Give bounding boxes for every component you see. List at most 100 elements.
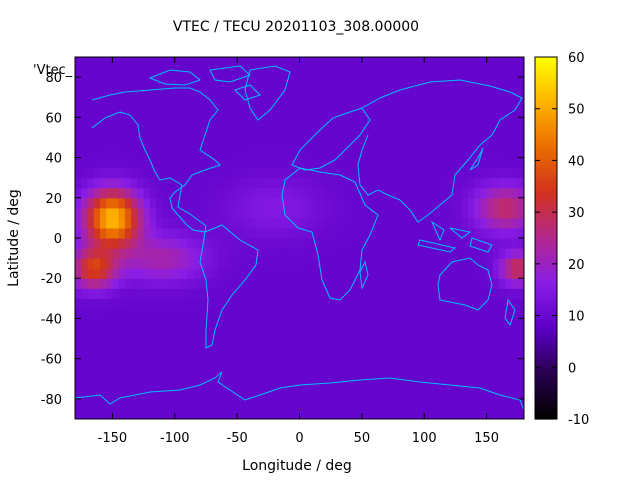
colorbar-swatch [535,382,557,386]
heatmap-cell [118,217,126,229]
heatmap-cell [131,197,138,209]
heatmap-cell [480,308,488,320]
colorbar-swatch [535,155,557,159]
colorbar-swatch [535,328,557,332]
heatmap-cell [449,127,457,139]
heatmap-cell [149,238,157,249]
colorbar-swatch [535,64,557,68]
heatmap-cell [262,87,269,98]
heatmap-cell [411,288,419,299]
heatmap-cell [280,348,288,360]
heatmap-cell [193,197,201,209]
heatmap-cell [436,57,444,68]
heatmap-cell [393,408,400,419]
heatmap-cell [143,217,151,229]
heatmap-cell [112,358,120,370]
heatmap-cell [299,127,307,139]
heatmap-cell [467,368,475,380]
colorbar-swatch [535,369,557,374]
heatmap-cell [131,187,138,199]
heatmap-cell [486,87,494,98]
heatmap-cell [137,378,145,390]
heatmap-cell [417,328,425,340]
heatmap-cell [81,328,89,340]
heatmap-cell [480,187,488,199]
heatmap-cell [168,107,176,118]
heatmap-cell [131,97,138,108]
heatmap-cell [162,137,170,149]
heatmap-cell [268,107,276,118]
heatmap-cell [343,378,350,390]
heatmap-cell [318,147,326,159]
heatmap-cell [249,368,257,380]
colorbar-tick-label: -10 [568,413,589,428]
heatmap-cell [492,408,500,419]
heatmap-cell [249,117,257,128]
heatmap-cell [262,197,269,209]
heatmap-cell [355,298,363,309]
heatmap-cell [118,248,126,259]
heatmap-cell [374,278,382,289]
colorbar-swatch [535,196,557,200]
heatmap-cell [124,288,132,299]
heatmap-cell [199,187,207,199]
heatmap-cell [243,57,251,68]
heatmap-cell [449,348,457,360]
heatmap-cell [106,207,114,219]
heatmap-cell [143,338,151,350]
heatmap-cell [299,217,307,229]
heatmap-cell [93,137,101,149]
heatmap-cell [299,328,307,340]
heatmap-cell [324,207,332,219]
heatmap-cell [505,217,513,229]
heatmap-cell [324,147,332,159]
heatmap-cell [424,258,432,269]
heatmap-cell [205,398,213,410]
heatmap-cell [162,358,170,370]
heatmap-cell [361,177,369,189]
heatmap-cell [156,278,163,289]
heatmap-cell [480,137,488,149]
heatmap-cell [449,227,457,239]
heatmap-cell [517,57,524,68]
heatmap-cell [424,358,432,370]
heatmap-cell [361,338,369,350]
heatmap-cell [311,107,319,118]
heatmap-cell [274,258,282,269]
heatmap-cell [361,398,369,410]
heatmap-cell [467,157,475,169]
heatmap-cell [405,167,413,179]
heatmap-cell [187,318,195,330]
heatmap-cell [156,177,163,189]
heatmap-cell [243,137,251,149]
colorbar-swatch [535,338,557,343]
heatmap-cell [243,268,251,279]
heatmap-cell [411,378,419,390]
heatmap-cell [368,117,375,128]
heatmap-cell [187,268,195,279]
heatmap-cell [280,207,288,219]
heatmap-cell [255,147,263,159]
heatmap-cell [355,67,363,78]
heatmap-cell [149,258,157,269]
heatmap-cell [318,67,326,78]
heatmap-cell [112,408,120,419]
heatmap-cell [318,137,326,149]
heatmap-cell [393,147,400,159]
heatmap-cell [361,248,369,259]
heatmap-cell [299,238,307,249]
heatmap-cell [355,127,363,139]
heatmap-cell [81,268,89,279]
heatmap-cell [474,57,481,68]
heatmap-cell [368,318,375,330]
heatmap-cell [224,248,232,259]
heatmap-cell [492,318,500,330]
heatmap-cell [293,147,301,159]
heatmap-cell [262,318,269,330]
heatmap-cell [424,288,432,299]
heatmap-cell [480,258,488,269]
heatmap-cell [499,57,506,68]
heatmap-cell [99,57,107,68]
heatmap-cell [399,227,407,239]
heatmap-cell [474,328,481,340]
